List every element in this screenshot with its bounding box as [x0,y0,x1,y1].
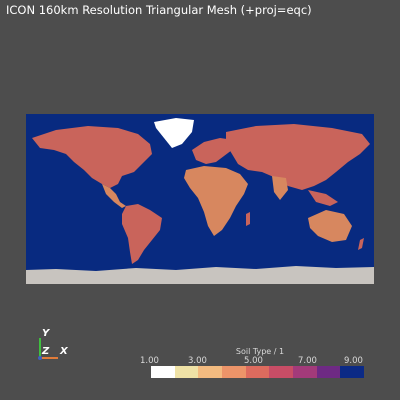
orientation-axes: Y Z X [36,326,76,362]
southeast-asia [308,190,338,206]
colorbar-tick-3: 3.00 [188,356,207,366]
india [272,176,288,200]
colorbar [151,366,365,378]
world-mesh-render[interactable] [26,114,374,284]
greenland [154,118,194,148]
render-title: ICON 160km Resolution Triangular Mesh (+… [6,3,312,17]
colorbar-swatch [269,366,294,378]
central-america [102,184,126,208]
colorbar-tick-5: 5.00 [244,356,263,366]
antarctica [26,266,374,284]
asia [226,124,370,190]
axis-y-label: Y [42,328,50,339]
new-zealand [358,238,364,250]
colorbar-tick-7: 7.00 [298,356,317,366]
colorbar-swatch [293,366,317,378]
colorbar-swatch [151,366,175,378]
africa [184,166,248,236]
australia [308,210,352,242]
colorbar-title: Soil Type / 1 [235,347,285,356]
south-america [122,204,162,264]
axes-glyph [38,338,58,360]
colorbar-tick-1: 1.00 [140,356,159,366]
colorbar-swatch [316,366,341,378]
colorbar-tick-9: 9.00 [344,356,363,366]
colorbar-swatch [222,366,246,378]
axis-z-label: Z [42,346,50,357]
colorbar-swatch [174,366,199,378]
colorbar-swatch [340,366,365,378]
madagascar [246,212,250,226]
colorbar-swatch [245,366,270,378]
north-america [32,126,152,188]
europe [192,138,234,164]
colorbar-swatch [198,366,223,378]
axis-x-label: X [60,346,68,357]
